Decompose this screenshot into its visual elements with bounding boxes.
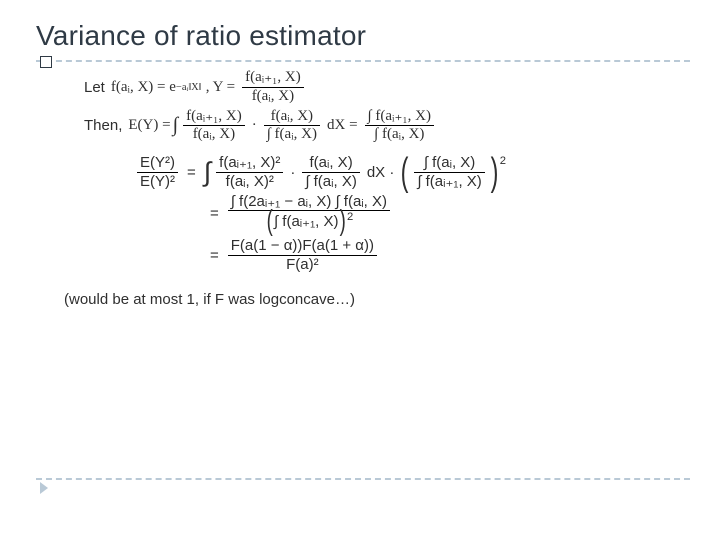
- let-lead: Let: [84, 79, 105, 96]
- eq3-frac: F(a(1 − α))F(a(1 + α)) F(a)²: [228, 238, 377, 273]
- eq1-paren: ( ∫ f(aᵢ, X) ∫ f(aᵢ₊₁, X) ) 2: [398, 155, 506, 190]
- eq1-dX: dX ·: [367, 164, 395, 181]
- eq3-eq: =: [210, 247, 219, 264]
- let-frac: f(aᵢ₊₁, X) f(aᵢ, X): [242, 70, 304, 105]
- eq1-frac1-num: f(aᵢ₊₁, X)²: [216, 155, 283, 171]
- eq1-rparen: ): [490, 159, 498, 186]
- eq-block: E(Y²) E(Y)² = ∫ f(aᵢ₊₁, X)² f(aᵢ, X)² · …: [134, 155, 690, 273]
- let-frac-den: f(aᵢ, X): [249, 89, 297, 105]
- then-int1: ∫: [173, 114, 179, 137]
- then-lead: Then,: [84, 117, 122, 134]
- let-line: Let f(aᵢ, X) = e−aᵢ‖X‖ , Y = f(aᵢ₊₁, X) …: [84, 70, 690, 105]
- eq1-paren-num: ∫ f(aᵢ, X): [421, 155, 478, 171]
- content-area: Let f(aᵢ, X) = e−aᵢ‖X‖ , Y = f(aᵢ₊₁, X) …: [64, 70, 690, 308]
- eq3-num: F(a(1 − α))F(a(1 + α)): [228, 238, 377, 254]
- eq3-den: F(a)²: [283, 257, 322, 273]
- slide-title: Variance of ratio estimator: [36, 20, 690, 52]
- let-Yeq: , Y =: [206, 79, 235, 96]
- eq2-rparen: ): [340, 212, 346, 232]
- then-frac1-den: f(aᵢ, X): [190, 127, 238, 143]
- let-fX: f(aᵢ, X) = e: [111, 79, 176, 96]
- then-frac3-num: ∫ f(aᵢ₊₁, X): [365, 109, 434, 125]
- eq2-sq: 2: [347, 212, 353, 224]
- then-frac1-num: f(aᵢ₊₁, X): [183, 109, 245, 125]
- then-frac3: ∫ f(aᵢ₊₁, X) ∫ f(aᵢ, X): [365, 109, 434, 144]
- top-divider: [36, 60, 690, 62]
- eq2-den-inner: ∫ f(aᵢ₊₁, X): [274, 214, 338, 230]
- eq2-den: ( ∫ f(aᵢ₊₁, X) ) 2: [262, 212, 357, 234]
- then-EY: E(Y) =: [128, 117, 170, 134]
- eq1-lhs-num: E(Y²): [137, 155, 178, 171]
- then-frac2-den: ∫ f(aᵢ, X): [264, 127, 320, 143]
- let-exp: −aᵢ‖X‖: [176, 82, 202, 93]
- then-dot: ·: [252, 117, 257, 134]
- eq1-lparen: (: [401, 159, 409, 186]
- eq1-lhs-den: E(Y)²: [137, 174, 178, 190]
- footer-note: (would be at most 1, if F was logconcave…: [64, 291, 690, 308]
- eq1-sq: 2: [500, 155, 506, 167]
- eq3-row: = F(a(1 − α))F(a(1 + α)) F(a)²: [204, 238, 690, 273]
- bottom-divider: [36, 478, 690, 480]
- eq1-frac1-den: f(aᵢ, X)²: [223, 174, 277, 190]
- eq1-paren-frac: ∫ f(aᵢ, X) ∫ f(aᵢ₊₁, X): [414, 155, 484, 190]
- eq2-frac: ∫ f(2aᵢ₊₁ − aᵢ, X) ∫ f(aᵢ, X) ( ∫ f(aᵢ₊₁…: [228, 194, 390, 235]
- eq2-row: = ∫ f(2aᵢ₊₁ − aᵢ, X) ∫ f(aᵢ, X) ( ∫ f(aᵢ…: [204, 194, 690, 235]
- eq1-lhs: E(Y²) E(Y)²: [137, 155, 178, 190]
- eq1-int: ∫: [204, 163, 211, 182]
- then-dX: dX =: [327, 117, 358, 134]
- eq1-frac2-den: ∫ f(aᵢ, X): [302, 174, 359, 190]
- eq1-eq: =: [187, 164, 196, 181]
- triangle-icon: [40, 482, 48, 494]
- then-frac3-den: ∫ f(aᵢ, X): [371, 127, 427, 143]
- then-frac2-num: f(aᵢ, X): [268, 109, 316, 125]
- eq2-eq: =: [210, 205, 219, 222]
- eq1-frac1: f(aᵢ₊₁, X)² f(aᵢ, X)²: [216, 155, 283, 190]
- bullet-box-icon: [40, 56, 52, 68]
- then-frac2: f(aᵢ, X) ∫ f(aᵢ, X): [264, 109, 320, 144]
- then-line: Then, E(Y) = ∫ f(aᵢ₊₁, X) f(aᵢ, X) · f(a…: [84, 109, 690, 144]
- eq1-frac2-num: f(aᵢ, X): [306, 155, 355, 171]
- eq1-dot: ·: [290, 164, 295, 181]
- eq1-row: E(Y²) E(Y)² = ∫ f(aᵢ₊₁, X)² f(aᵢ, X)² · …: [134, 155, 690, 190]
- eq1-frac2: f(aᵢ, X) ∫ f(aᵢ, X): [302, 155, 359, 190]
- then-frac1: f(aᵢ₊₁, X) f(aᵢ, X): [183, 109, 245, 144]
- eq2-num: ∫ f(2aᵢ₊₁ − aᵢ, X) ∫ f(aᵢ, X): [228, 194, 390, 210]
- let-frac-num: f(aᵢ₊₁, X): [242, 70, 304, 86]
- slide: Variance of ratio estimator Let f(aᵢ, X)…: [0, 0, 720, 540]
- eq1-paren-den: ∫ f(aᵢ₊₁, X): [414, 174, 484, 190]
- eq2-lparen: (: [266, 212, 272, 232]
